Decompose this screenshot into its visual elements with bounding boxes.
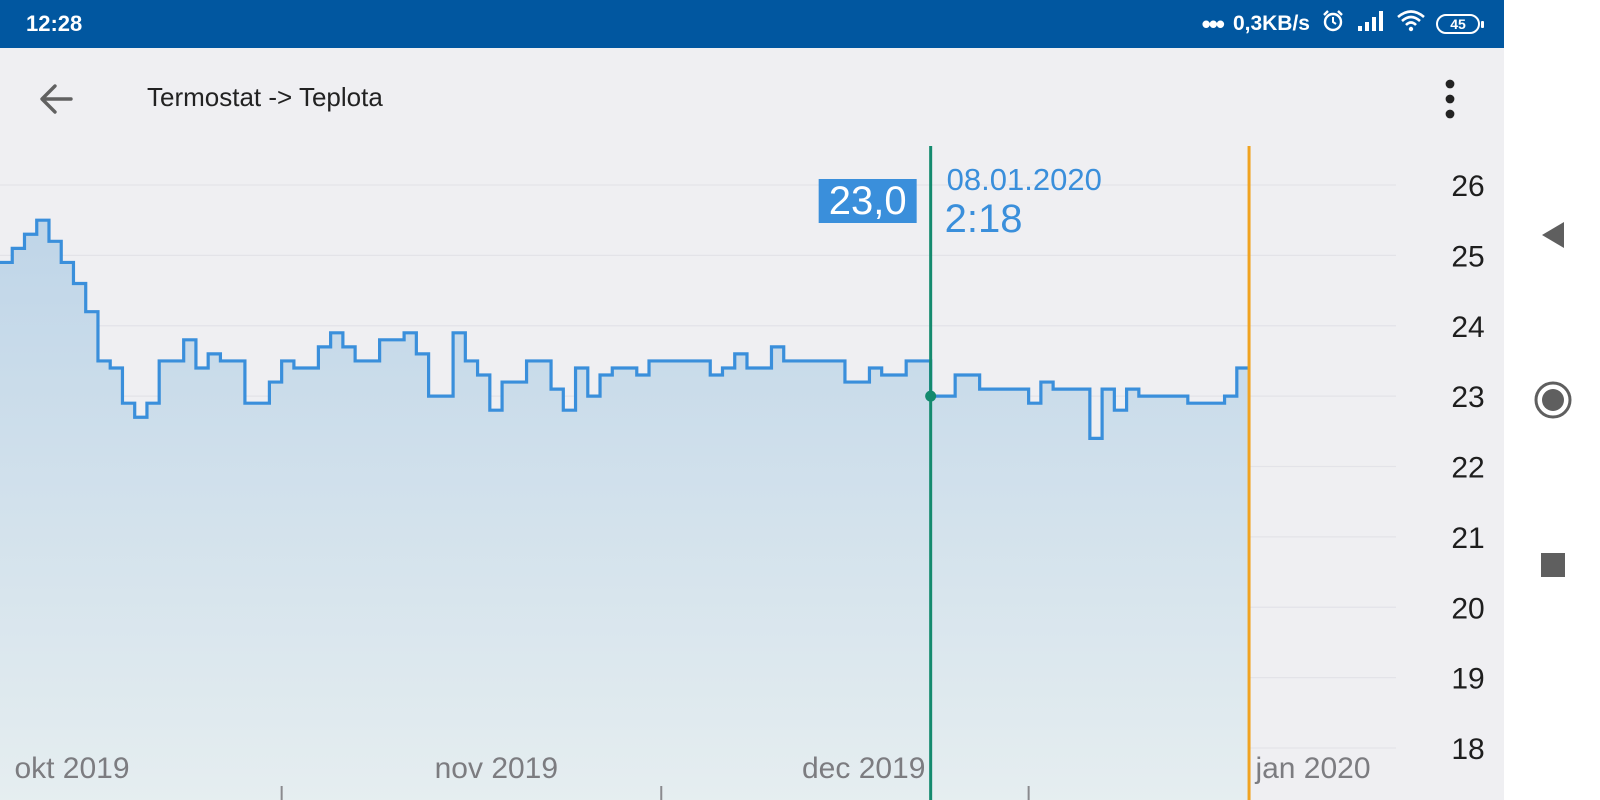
page-title: Termostat -> Teplota [147,82,383,112]
temperature-chart[interactable]: 26 25 24 23 22 21 20 19 18 okt 2019 nov 2019 dec 2… [0,48,1504,800]
more-vertical-icon [1445,79,1455,119]
wifi-icon [1396,9,1426,39]
triangle-back-icon [1542,222,1564,248]
cursor-value-label: 23,0 [829,179,907,223]
cursor-time-label: 2:18 [945,197,1023,241]
back-button[interactable] [32,74,82,124]
system-home-button[interactable] [1528,375,1578,425]
cursor-point[interactable] [925,390,937,402]
system-recents-button[interactable] [1528,540,1578,590]
more-dots-icon: ••• [1201,9,1225,39]
signal-icon [1356,9,1386,39]
app-screen: 26 25 24 23 22 21 20 19 18 okt 2019 nov 2019 dec 2… [0,48,1504,800]
more-options-button[interactable] [1430,74,1470,124]
square-recents-icon [1541,553,1565,577]
circle-home-icon [1534,381,1572,419]
toolbar: Termostat -> Teplota [0,48,1504,148]
y-tick-label: 20 [1451,592,1484,625]
battery-icon: 45 [1436,14,1484,34]
y-tick-label: 21 [1451,522,1484,555]
y-tick-label: 19 [1451,663,1484,696]
alarm-icon [1320,8,1346,40]
y-tick-label: 22 [1451,452,1484,485]
x-tick-label: nov 2019 [435,752,558,785]
cursor-value-box [818,179,917,223]
system-nav-bar [1504,0,1600,800]
series-line [0,218,1250,440]
x-tick-label: jan 2020 [1254,752,1370,785]
status-bar: 12:28 ••• 0,3KB/s 45 [0,0,1504,48]
y-tick-label: 26 [1451,170,1484,203]
series-area [0,220,1250,800]
y-tick-label: 24 [1451,311,1484,344]
x-tick-label: okt 2019 [14,752,129,785]
y-tick-label: 23 [1451,381,1484,414]
system-back-button[interactable] [1528,210,1578,260]
y-tick-label: 25 [1451,240,1484,273]
status-time: 12:28 [26,11,83,36]
status-icons: ••• 0,3KB/s 45 [1201,8,1484,40]
cursor-date-label: 08.01.2020 [947,162,1102,197]
x-tick-label: dec 2019 [802,752,925,785]
y-tick-label: 18 [1451,733,1484,766]
arrow-left-icon [40,84,73,114]
network-speed: 0,3KB/s [1232,12,1310,35]
